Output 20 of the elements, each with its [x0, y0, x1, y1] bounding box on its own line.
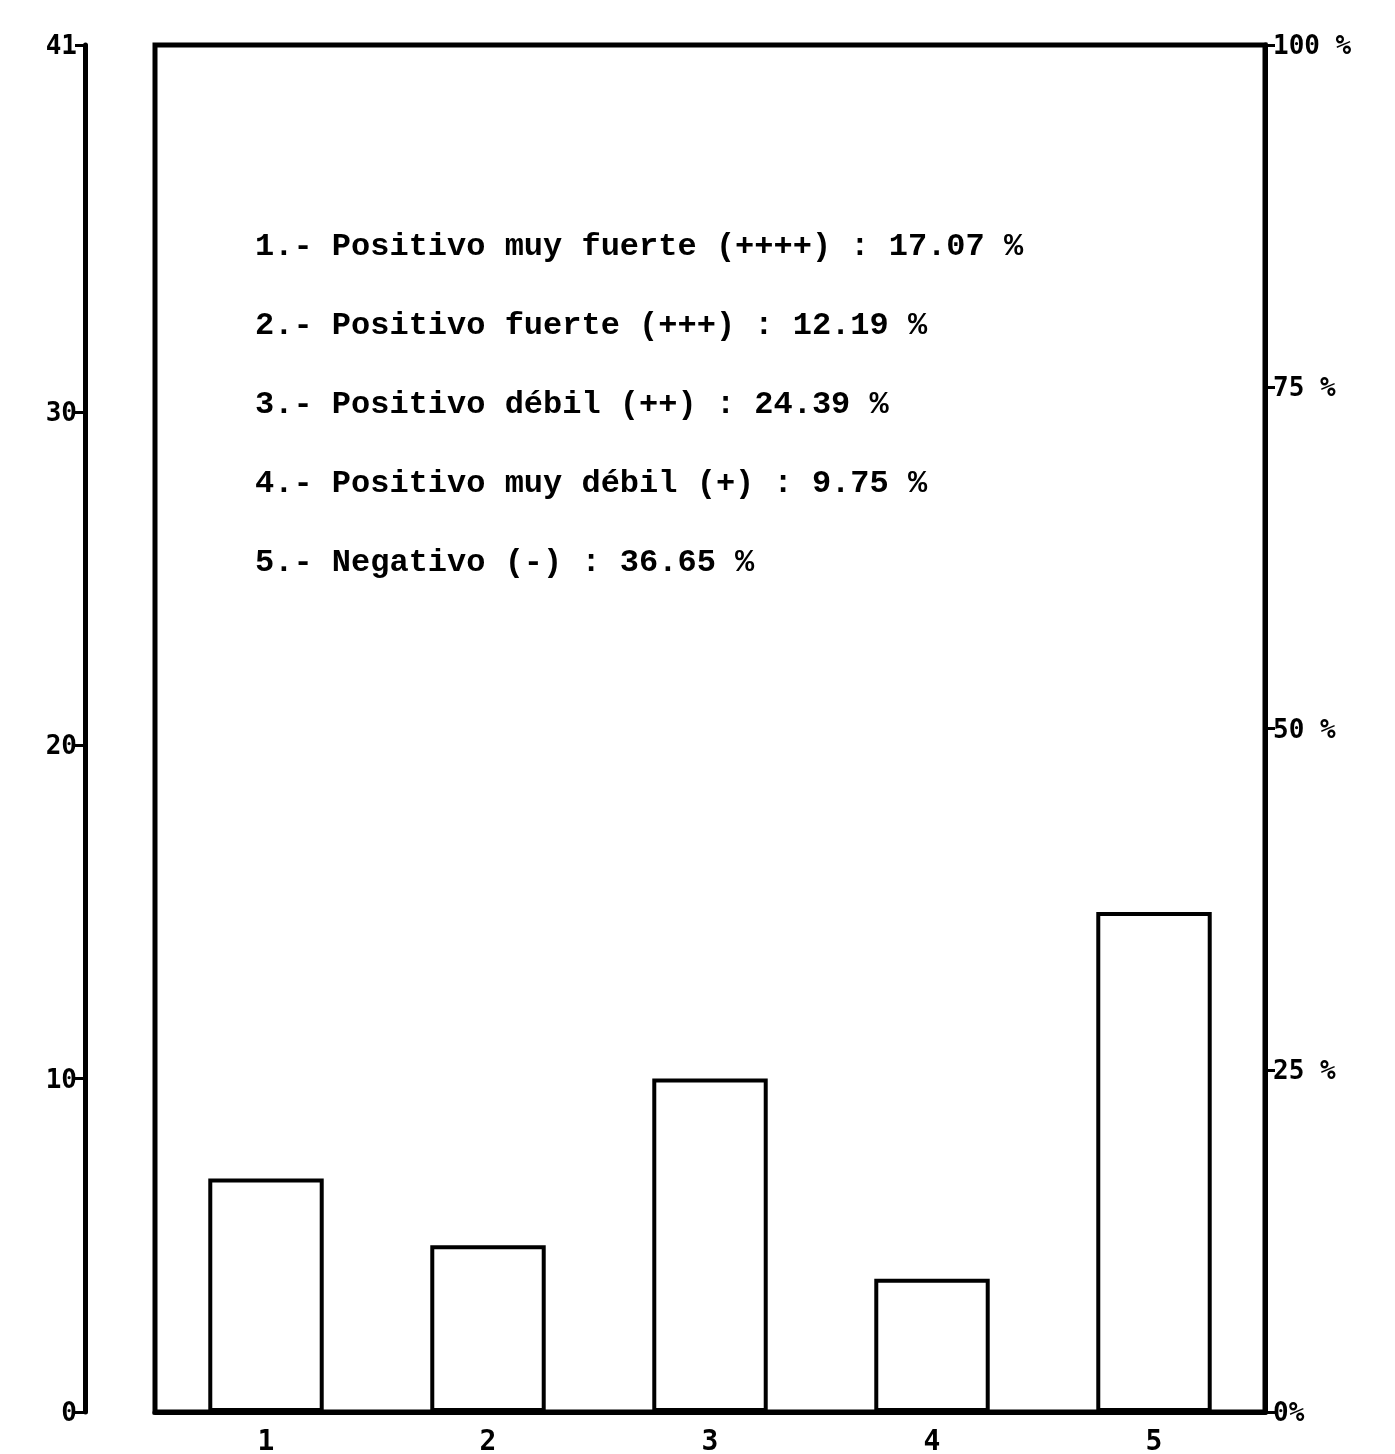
- annotation: 5.- Negativo (-) : 36.65 %: [255, 543, 756, 581]
- annotation: 2.- Positivo fuerte (+++) : 12.19 %: [255, 306, 928, 344]
- y-tick-label: 41: [45, 30, 77, 60]
- y2-tick-label: 25 %: [1273, 1055, 1336, 1086]
- x-tick-label: 5: [1145, 1423, 1163, 1454]
- x-tick-label: 4: [923, 1423, 941, 1454]
- y2-tick-label: 50 %: [1273, 713, 1336, 744]
- y-tick-label: 10: [45, 1063, 77, 1094]
- annotation: 4.- Positivo muy débil (+) : 9.75 %: [255, 464, 928, 502]
- y2-tick-label: 100 %: [1273, 30, 1352, 60]
- y-tick-label: 30: [45, 396, 77, 427]
- x-tick-label: 2: [479, 1423, 497, 1454]
- y2-tick-label: 0%: [1273, 1397, 1305, 1427]
- x-tick-label: 1: [257, 1423, 275, 1454]
- annotation: 1.- Positivo muy fuerte (++++) : 17.07 %: [255, 227, 1024, 265]
- y2-tick-label: 75 %: [1273, 371, 1336, 402]
- x-tick-label: 3: [701, 1423, 719, 1454]
- y-tick-label: 0: [61, 1397, 77, 1427]
- annotation: 3.- Positivo débil (++) : 24.39 %: [255, 385, 890, 423]
- y-tick-label: 20: [45, 730, 77, 761]
